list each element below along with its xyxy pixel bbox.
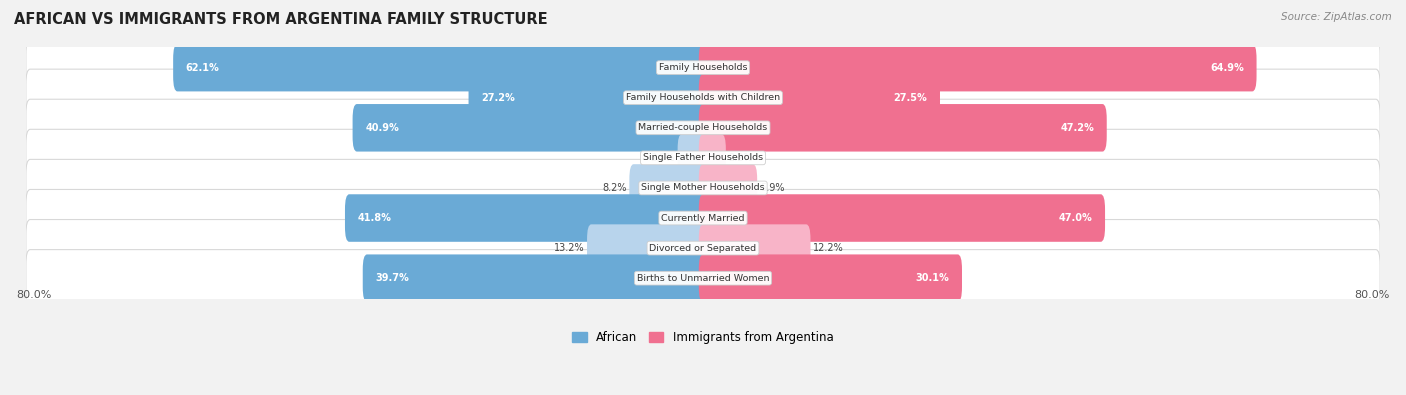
FancyBboxPatch shape [25,129,1381,186]
Text: Married-couple Households: Married-couple Households [638,123,768,132]
FancyBboxPatch shape [353,104,707,152]
Text: Single Mother Households: Single Mother Households [641,183,765,192]
FancyBboxPatch shape [699,254,962,302]
FancyBboxPatch shape [363,254,707,302]
Text: 13.2%: 13.2% [554,243,585,253]
FancyBboxPatch shape [25,250,1381,307]
Text: Currently Married: Currently Married [661,214,745,222]
Text: 80.0%: 80.0% [1354,290,1389,300]
Text: Source: ZipAtlas.com: Source: ZipAtlas.com [1281,12,1392,22]
Legend: African, Immigrants from Argentina: African, Immigrants from Argentina [568,327,838,349]
Text: 41.8%: 41.8% [357,213,391,223]
FancyBboxPatch shape [25,190,1381,246]
FancyBboxPatch shape [678,134,707,182]
Text: 47.2%: 47.2% [1060,123,1094,133]
FancyBboxPatch shape [25,220,1381,276]
FancyBboxPatch shape [699,74,941,122]
FancyBboxPatch shape [25,39,1381,96]
FancyBboxPatch shape [699,224,810,272]
FancyBboxPatch shape [344,194,707,242]
Text: 80.0%: 80.0% [17,290,52,300]
FancyBboxPatch shape [699,194,1105,242]
Text: 62.1%: 62.1% [186,63,219,73]
FancyBboxPatch shape [25,160,1381,216]
Text: 27.5%: 27.5% [894,93,928,103]
Text: Divorced or Separated: Divorced or Separated [650,244,756,253]
FancyBboxPatch shape [699,164,758,212]
Text: 8.2%: 8.2% [602,183,627,193]
Text: 27.2%: 27.2% [481,93,515,103]
FancyBboxPatch shape [630,164,707,212]
FancyBboxPatch shape [588,224,707,272]
Text: 47.0%: 47.0% [1059,213,1092,223]
Text: AFRICAN VS IMMIGRANTS FROM ARGENTINA FAMILY STRUCTURE: AFRICAN VS IMMIGRANTS FROM ARGENTINA FAM… [14,12,548,27]
FancyBboxPatch shape [25,69,1381,126]
FancyBboxPatch shape [25,99,1381,156]
Text: Family Households with Children: Family Households with Children [626,93,780,102]
FancyBboxPatch shape [699,44,1257,91]
Text: 30.1%: 30.1% [915,273,949,283]
FancyBboxPatch shape [699,104,1107,152]
Text: 2.5%: 2.5% [651,153,675,163]
Text: 5.9%: 5.9% [759,183,785,193]
Text: 40.9%: 40.9% [366,123,399,133]
Text: 64.9%: 64.9% [1211,63,1244,73]
FancyBboxPatch shape [699,134,725,182]
Text: Single Father Households: Single Father Households [643,153,763,162]
Text: 39.7%: 39.7% [375,273,409,283]
Text: 2.2%: 2.2% [728,153,754,163]
FancyBboxPatch shape [173,44,707,91]
Text: 12.2%: 12.2% [813,243,844,253]
Text: Births to Unmarried Women: Births to Unmarried Women [637,274,769,283]
Text: Family Households: Family Households [659,63,747,72]
FancyBboxPatch shape [468,74,707,122]
